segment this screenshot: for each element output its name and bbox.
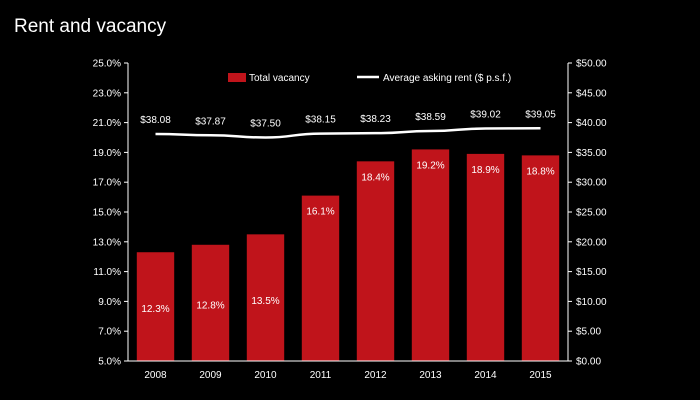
x-axis-tick-label: 2012 [364,370,387,381]
rent-data-label: $37.50 [250,119,281,130]
left-axis-tick-label: 23.0% [93,88,121,99]
vacancy-bar [521,155,560,361]
vacancy-bar-label: 18.9% [471,165,499,176]
left-axis-tick-label: 13.0% [93,237,121,248]
rent-data-label: $39.05 [525,109,556,120]
legend-swatch-vacancy [228,73,246,82]
vacancy-bar [246,234,285,361]
x-axis: 2008 2009 2010 2011 2012 2013 2014 2015 [128,360,568,381]
vacancy-bar [301,195,340,361]
x-axis-tick-label: 2009 [199,370,222,381]
right-axis: $0.00 $5.00 $10.00 $15.00 $20.00 $25.00 $30.00… [567,59,607,368]
vacancy-bar [411,149,450,361]
legend: Total vacancy Average asking rent ($ p.s… [228,73,511,84]
right-axis-tick-label: $5.00 [576,327,601,338]
right-axis-tick-label: $15.00 [576,267,607,278]
right-axis-tick-label: $45.00 [576,88,607,99]
rent-line-layer: $38.08 $37.87 $37.50 $38.15 $38.23 $38.59 $39.… [140,109,556,139]
vacancy-bar-label: 13.5% [251,296,279,307]
vacancy-bar-label: 19.2% [416,160,444,171]
right-axis-tick-label: $40.00 [576,118,607,129]
x-axis-tick-label: 2008 [144,370,167,381]
vacancy-bar-label: 16.1% [306,207,334,218]
x-axis-tick-label: 2015 [529,370,552,381]
left-axis: 5.0% 7.0% 9.0% 11.0% 13.0% 15.0% 17.0% 19.0% 21.… [93,59,129,368]
right-axis-tick-label: $50.00 [576,59,607,70]
vacancy-bar-label: 12.8% [196,301,224,312]
left-axis-tick-label: 25.0% [93,59,121,70]
rent-data-label: $38.23 [360,114,391,125]
left-axis-tick-label: 15.0% [93,208,121,219]
x-axis-tick-label: 2014 [474,370,497,381]
left-axis-tick-label: 7.0% [98,327,121,338]
legend-label-vacancy: Total vacancy [249,73,310,84]
vacancy-bar [136,252,175,361]
right-axis-tick-label: $10.00 [576,297,607,308]
vacancy-bar [466,153,505,361]
left-axis-tick-label: 17.0% [93,178,121,189]
vacancy-bar-label: 18.8% [526,166,554,177]
slide-title: Rent and vacancy [14,16,167,37]
left-axis-tick-label: 11.0% [93,267,121,278]
right-axis-tick-label: $20.00 [576,237,607,248]
x-axis-tick-label: 2010 [254,370,277,381]
vacancy-bars [136,149,560,361]
rent-data-label: $38.08 [140,115,171,126]
vacancy-bar-labels: 12.3% 12.8% 13.5% 16.1% 18.4% 19.2% 18.9% 18.8% [141,160,554,315]
rent-data-label: $38.15 [305,115,336,126]
x-axis-tick-label: 2013 [419,370,442,381]
rent-data-label: $39.02 [470,109,501,120]
right-axis-tick-label: $30.00 [576,178,607,189]
x-axis-tick-label: 2011 [310,370,332,381]
left-axis-tick-label: 9.0% [98,297,121,308]
rent-data-label: $38.59 [415,112,446,123]
vacancy-bar-label: 18.4% [361,172,389,183]
left-axis-tick-label: 5.0% [98,357,121,368]
left-axis-tick-label: 19.0% [93,148,121,159]
right-axis-tick-label: $35.00 [576,148,607,159]
right-axis-tick-label: $0.00 [576,357,601,368]
right-axis-tick-label: $25.00 [576,208,607,219]
rent-line [155,127,541,139]
vacancy-bar-label: 12.3% [141,304,169,315]
vacancy-bar [356,161,395,361]
legend-label-rent: Average asking rent ($ p.s.f.) [383,73,511,84]
left-axis-tick-label: 21.0% [93,118,121,129]
vacancy-bar [191,244,230,361]
rent-data-label: $37.87 [195,116,226,127]
